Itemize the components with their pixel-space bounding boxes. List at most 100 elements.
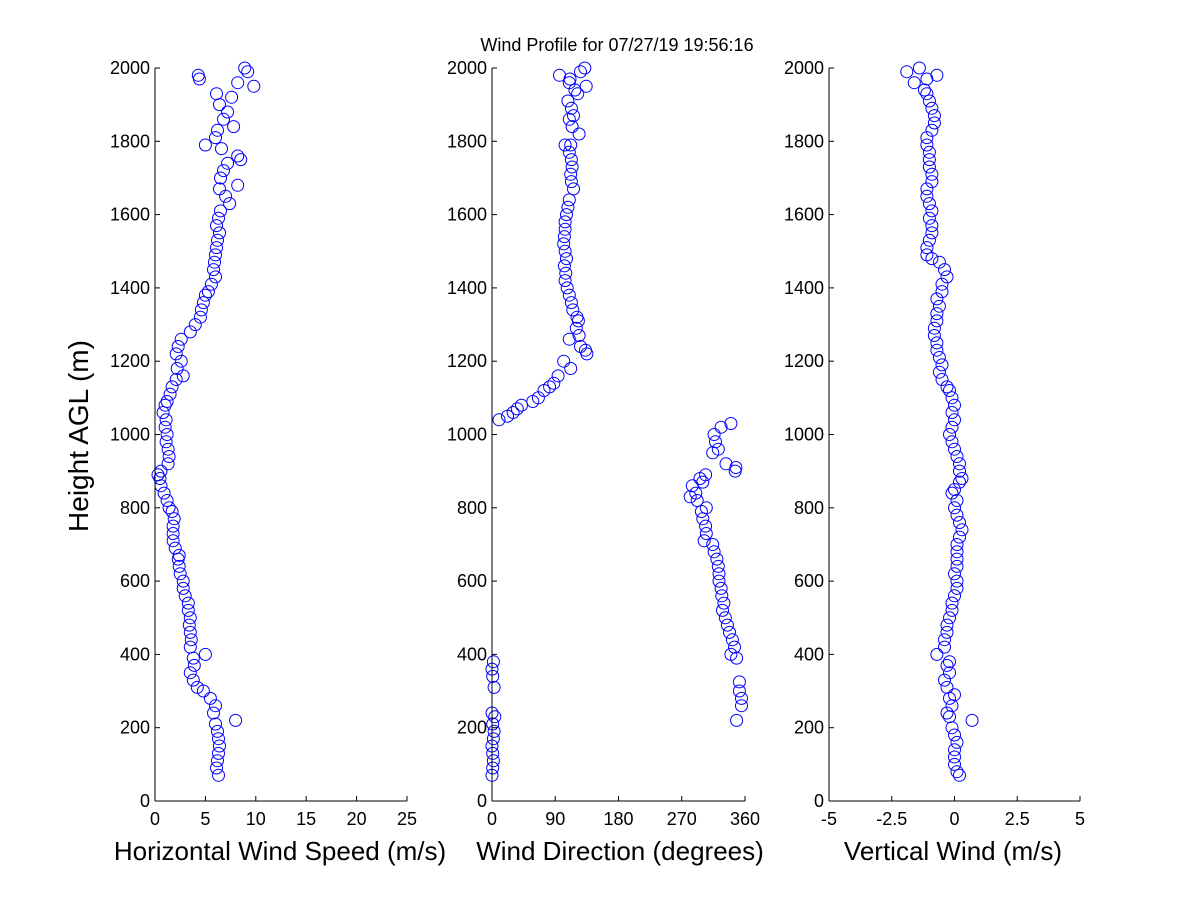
data-point <box>932 299 946 313</box>
data-point <box>943 666 956 680</box>
data-point <box>723 625 736 639</box>
data-point <box>567 182 580 196</box>
data-point <box>183 611 197 625</box>
data-point <box>183 666 197 680</box>
vertical-axes: 0 200 400 600 800 1000 1200 1400 1600 1800 2000 -5 -… <box>784 58 1085 829</box>
data-point <box>486 746 500 760</box>
data-point <box>214 171 227 185</box>
x-tick-label: 10 <box>246 809 266 829</box>
x-tick-label: 0 <box>949 809 959 829</box>
y-tick-label: 1600 <box>784 205 824 225</box>
data-point <box>938 673 951 687</box>
data-point <box>925 226 939 240</box>
y-tick-label: 400 <box>120 644 150 664</box>
data-point <box>558 138 572 152</box>
y-tick-label: 800 <box>457 498 487 518</box>
data-point <box>719 457 733 471</box>
y-tick-label: 1400 <box>784 278 824 298</box>
data-point <box>948 757 961 771</box>
y-tick-label: 200 <box>794 718 824 738</box>
data-point <box>569 321 583 335</box>
data-point <box>920 189 934 203</box>
data-point <box>699 519 713 533</box>
data-point <box>561 200 575 214</box>
data-point <box>699 501 713 515</box>
data-point <box>182 618 196 632</box>
data-point <box>210 761 223 775</box>
data-point <box>207 706 220 720</box>
data-point <box>151 468 165 482</box>
data-point <box>212 768 225 782</box>
data-point <box>922 153 936 167</box>
data-point <box>161 442 175 456</box>
data-point <box>203 691 217 705</box>
data-point <box>169 347 183 361</box>
data-point <box>229 713 243 727</box>
data-point <box>940 680 954 694</box>
data-point <box>940 380 954 394</box>
data-point <box>943 710 956 724</box>
y-tick-label: 1200 <box>110 351 150 371</box>
y-tick-label: 200 <box>120 718 150 738</box>
data-point <box>492 413 506 427</box>
data-point <box>561 94 575 108</box>
data-point <box>948 483 961 496</box>
x-tick-label: -5 <box>821 809 837 829</box>
data-point <box>920 131 934 145</box>
x-axis-label-direction: Wind Direction (degrees) <box>476 836 764 866</box>
data-point <box>694 505 708 518</box>
x-axis-label-vertical: Vertical Wind (m/s) <box>844 836 1062 866</box>
data-point <box>166 519 180 533</box>
data-point <box>709 435 722 449</box>
data-point <box>204 277 218 291</box>
data-point <box>925 219 939 233</box>
data-point <box>950 765 964 779</box>
data-point <box>930 647 944 661</box>
vertical-points <box>900 61 979 782</box>
x-tick-label: 15 <box>296 809 316 829</box>
data-point <box>945 721 959 735</box>
data-point <box>560 208 573 222</box>
data-point <box>564 175 578 189</box>
y-tick-label: 1200 <box>784 351 824 371</box>
data-point <box>922 145 936 159</box>
data-point <box>932 351 946 364</box>
data-point <box>925 167 939 181</box>
panel-vertical-wind: 0 200 400 600 800 1000 1200 1400 1600 1800 2000 -5 -… <box>784 58 1085 866</box>
data-point <box>191 68 205 82</box>
data-point <box>184 633 198 647</box>
data-point <box>160 395 174 408</box>
data-point <box>238 61 252 75</box>
data-point <box>487 680 501 694</box>
data-point <box>950 508 964 522</box>
panel-wind-direction: 0 200 400 600 800 1000 1200 1400 1600 1800 2000 0 90… <box>447 58 764 866</box>
y-tick-label: 800 <box>120 498 150 518</box>
data-point <box>486 754 500 768</box>
direction-points <box>485 61 748 782</box>
data-point <box>950 559 964 573</box>
data-point <box>181 603 195 617</box>
data-point <box>953 475 966 489</box>
y-tick-label: 0 <box>477 791 487 811</box>
data-point <box>950 545 964 559</box>
data-point <box>950 574 964 588</box>
data-point <box>562 332 576 346</box>
data-point <box>231 149 245 163</box>
data-point <box>217 164 230 178</box>
data-point <box>948 398 961 412</box>
data-point <box>231 178 245 192</box>
data-point <box>486 761 500 775</box>
data-point <box>930 314 944 328</box>
data-point <box>930 343 944 357</box>
data-point <box>209 270 222 284</box>
data-point <box>706 538 720 551</box>
data-point <box>724 647 738 661</box>
data-point <box>225 90 239 104</box>
data-point <box>925 175 939 189</box>
data-point <box>953 516 966 529</box>
y-tick-label: 600 <box>120 571 150 591</box>
data-point <box>920 87 934 101</box>
data-point <box>154 464 168 478</box>
speed-axes: 0 200 400 600 800 1000 1200 1400 1600 1800 2000 0 5 1… <box>110 58 417 829</box>
data-point <box>912 61 926 75</box>
